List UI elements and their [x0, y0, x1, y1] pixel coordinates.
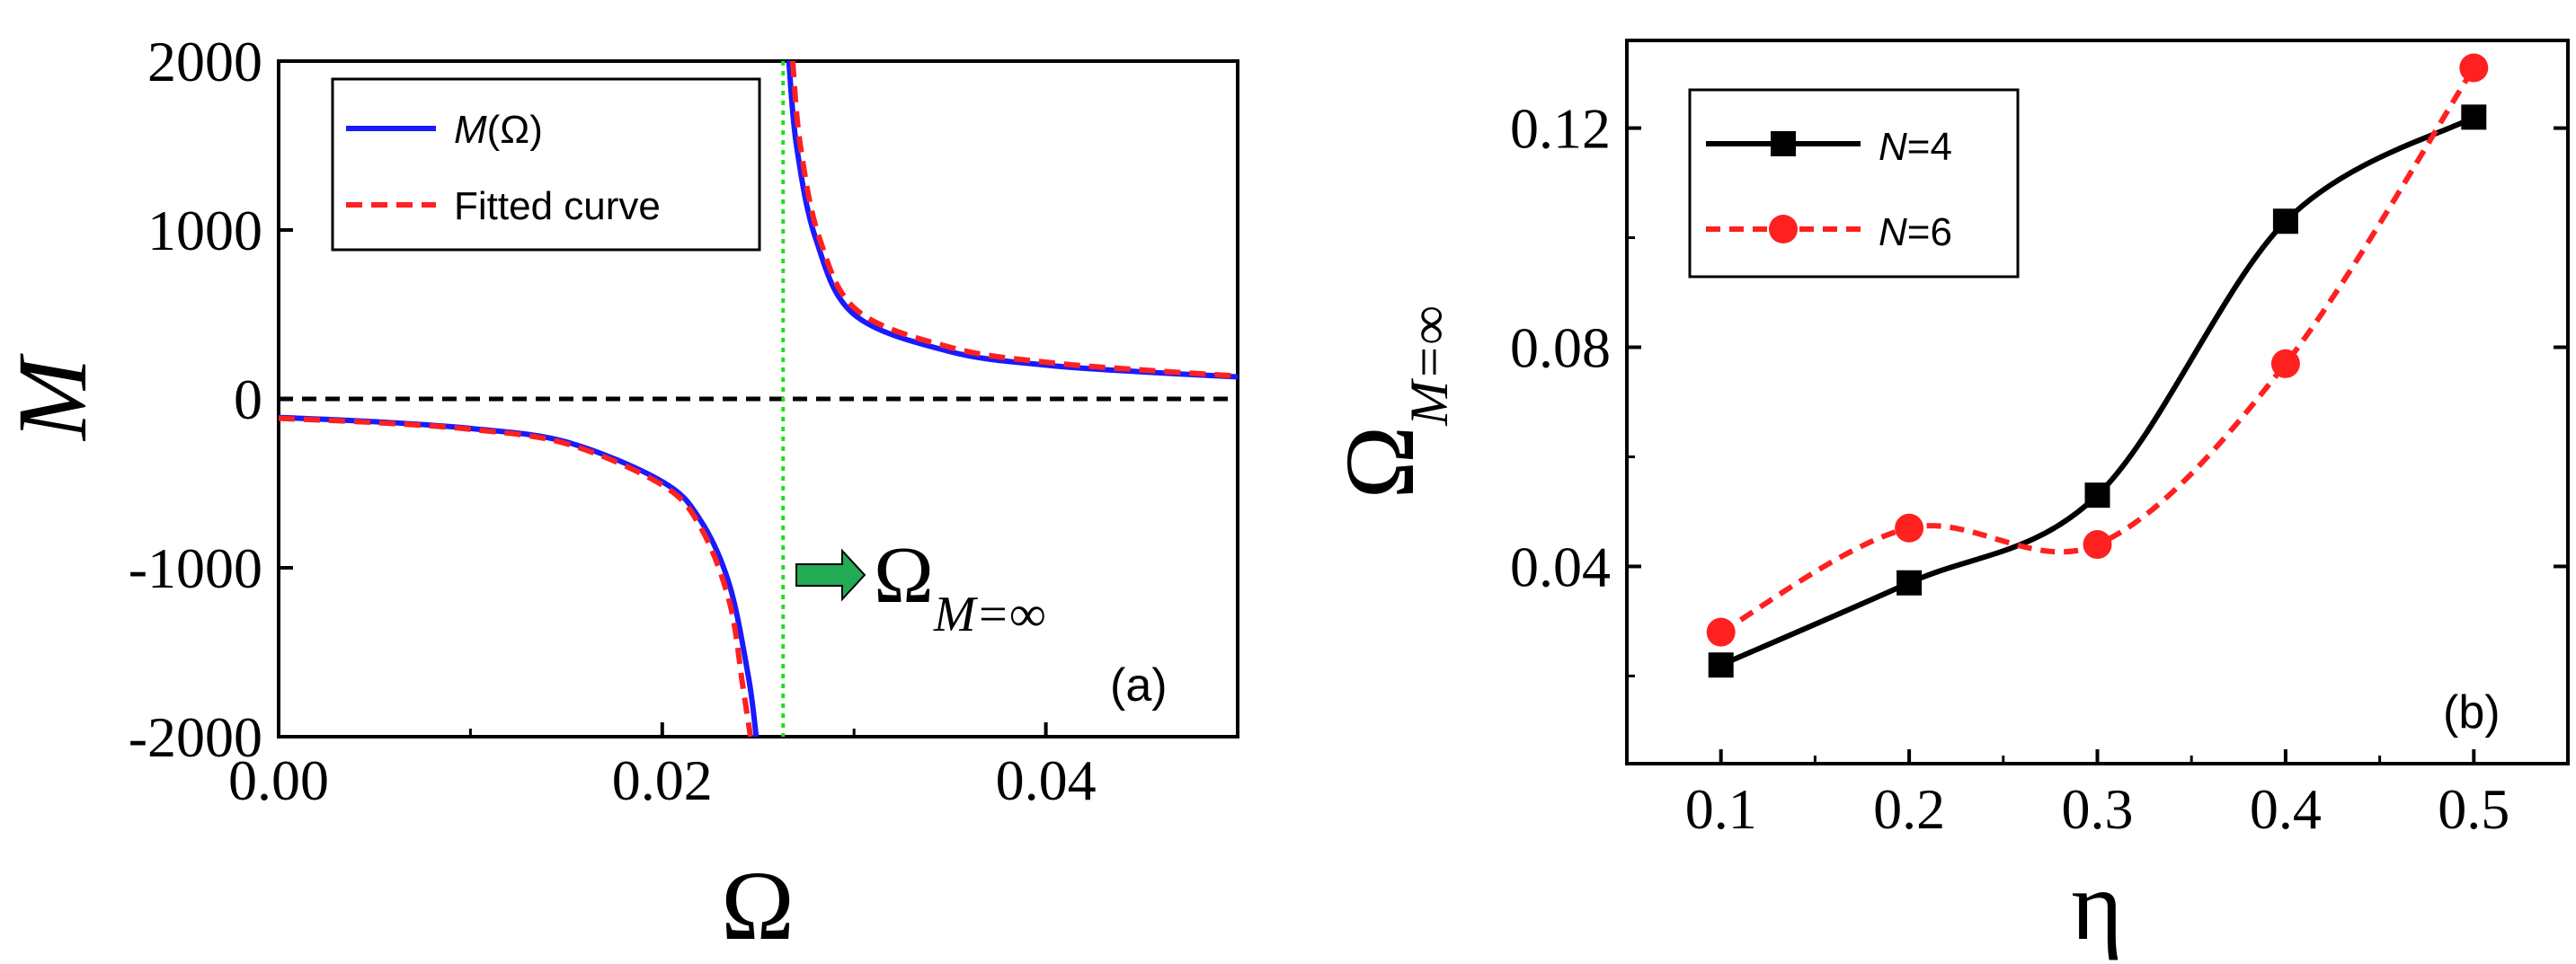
panel-b-legend-n4-marker — [1771, 131, 1796, 156]
panel-a-y-ticks: -2000 -1000 0 1000 2000 — [129, 30, 293, 769]
panel-a: 0.00 0.02 0.04 -2000 -1000 0 1000 2000 Ω M M(Ω… — [0, 30, 1239, 960]
panel-a-x-tick-label: 0.00 — [228, 748, 329, 812]
panel-b-x-ticks: 0.1 0.2 0.3 0.4 0.5 — [1685, 749, 2570, 841]
panel-a-pole-annotation: ΩM=∞ — [795, 531, 1045, 642]
panel-b-x-label: η — [2071, 851, 2123, 960]
panel-a-x-label: Ω — [721, 851, 795, 960]
panel-a-y-tick-label: -2000 — [129, 705, 262, 769]
panel-b-legend-n6-label: N=6 — [1879, 210, 1952, 254]
panel-a-legend-m-omega-label: M(Ω) — [454, 108, 543, 152]
panel-b-x-tick-label: 0.4 — [2250, 777, 2322, 841]
panel-b-x-tick-label: 0.2 — [1873, 777, 1945, 841]
panel-a-fitted-curve-left — [279, 415, 753, 737]
panel-b-legend-n6-marker — [1769, 215, 1798, 243]
panel-b-x-tick-label: 0.3 — [2062, 777, 2134, 841]
panel-a-tag: (a) — [1110, 659, 1168, 712]
panel-b-n4-marker — [2461, 104, 2487, 130]
panel-b-y-tick-label: 0.04 — [1510, 535, 1611, 598]
panel-a-legend: M(Ω) Fitted curve — [331, 77, 761, 252]
panel-b-x-tick-label: 0.5 — [2438, 777, 2509, 841]
panel-b-n6-markers — [1706, 53, 2489, 647]
panel-a-y-tick-label: 0 — [234, 367, 262, 431]
panel-a-legend-fitted-label: Fitted curve — [454, 184, 661, 228]
panel-a-x-tick-label: 0.04 — [996, 748, 1097, 812]
panel-b-n6-marker — [1706, 617, 1736, 647]
panel-a-m-omega-curve-right — [786, 61, 1238, 380]
panel-a-x-tick-label: 0.02 — [612, 748, 713, 812]
panel-b: 0.1 0.2 0.3 0.4 0.5 0.04 0.08 0.12 η ΩM=∞ N=4 … — [1325, 39, 2570, 960]
panel-a-annotation-label: ΩM=∞ — [874, 531, 1045, 642]
panel-b-n4-marker — [1708, 652, 1734, 678]
panel-b-y-tick-label: 0.12 — [1510, 97, 1611, 161]
panel-a-legend-box — [331, 77, 761, 252]
panel-a-x-ticks: 0.00 0.02 0.04 — [228, 722, 1097, 812]
panel-a-y-label: M — [0, 353, 107, 442]
panel-b-y-label: ΩM=∞ — [1325, 306, 1459, 500]
panel-a-y-tick-label: 2000 — [147, 30, 262, 93]
panel-b-n6-marker — [2270, 349, 2300, 378]
panel-a-annotation-arrow — [795, 548, 866, 602]
panel-b-tag: (b) — [2443, 686, 2500, 738]
panel-b-legend-box — [1688, 88, 2020, 279]
panel-b-legend-n4-label: N=4 — [1879, 125, 1952, 169]
panel-b-n6-marker — [2459, 53, 2489, 83]
panel-b-n4-marker — [2084, 482, 2110, 509]
panel-b-n4-markers — [1708, 104, 2487, 678]
panel-b-y-tick-label: 0.08 — [1510, 316, 1611, 380]
panel-b-n4-marker — [1896, 570, 1923, 596]
panel-a-y-tick-label: 1000 — [147, 199, 262, 262]
panel-a-m-omega-curve-left — [279, 414, 759, 737]
panel-a-y-tick-label: -1000 — [129, 536, 262, 600]
panel-b-n4-marker — [2272, 208, 2298, 234]
panel-b-y-ticks: 0.04 0.08 0.12 — [1510, 97, 2568, 677]
panel-a-fitted-curve-right — [789, 61, 1238, 379]
panel-b-n6-curve — [1719, 66, 2476, 635]
panel-b-legend: N=4 N=6 — [1688, 88, 2020, 279]
panel-b-n6-marker — [2083, 530, 2112, 560]
panel-b-n6-marker — [1895, 513, 1924, 543]
panel-b-x-tick-label: 0.1 — [1685, 777, 1757, 841]
